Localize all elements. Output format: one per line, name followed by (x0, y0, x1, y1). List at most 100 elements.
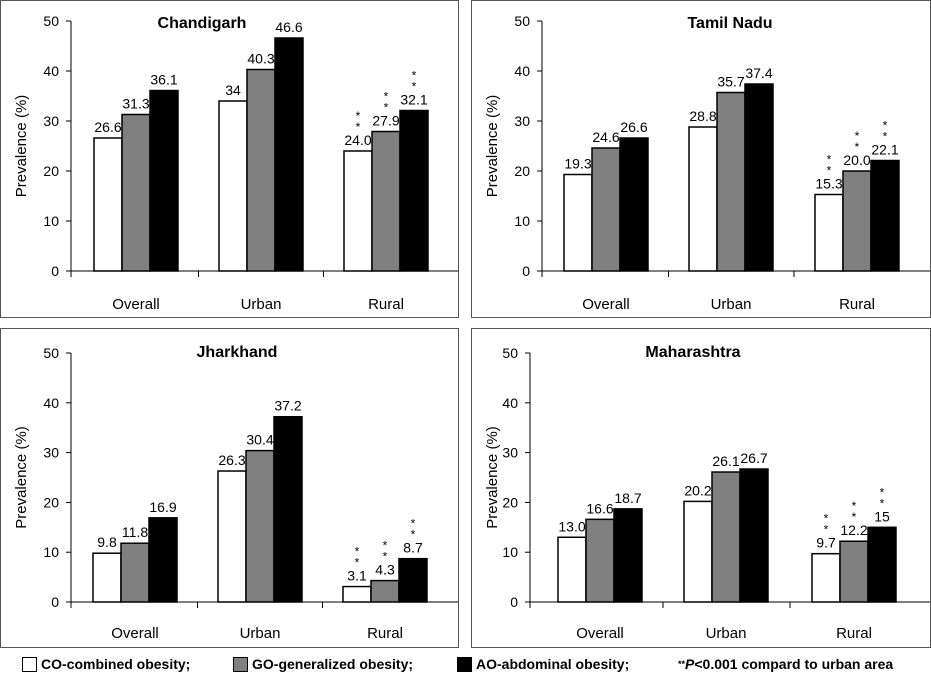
data-label-ao-rural: 32.1 (400, 92, 427, 108)
data-label-ao-urban: 46.6 (275, 19, 302, 35)
chart-title: Chandigarh (158, 15, 247, 32)
x-tick-label-urban: Urban (240, 625, 281, 642)
significance-marker: * (855, 140, 860, 154)
x-tick-label-overall: Overall (582, 296, 630, 313)
y-axis-label: Prevalence (%) (13, 95, 30, 198)
data-label-ao-rural: 8.7 (403, 540, 423, 556)
bar-go-overall (585, 518, 615, 603)
data-label-go-overall: 11.8 (122, 524, 148, 540)
data-label-co-urban: 20.2 (684, 482, 711, 498)
bar-co-rural (342, 585, 372, 603)
y-axis-label: Prevalence (%) (13, 426, 30, 529)
bar-ao-urban (744, 83, 774, 272)
bar-co-urban (688, 126, 718, 272)
data-label-go-urban: 26.1 (712, 453, 739, 469)
y-tick-label: 50 (43, 345, 59, 361)
bar-go-urban (246, 68, 276, 272)
data-label-co-overall: 13.0 (558, 518, 585, 534)
x-tick-label-overall: Overall (112, 296, 160, 313)
significance-marker: * (824, 512, 829, 526)
significance-marker: * (411, 517, 416, 531)
data-label-go-rural: 4.3 (375, 562, 395, 578)
bar-go-urban (711, 471, 741, 603)
data-label-go-urban: 30.4 (246, 432, 273, 448)
chart-panel-tamil-nadu: Tamil Nadu Prevalence (%) 0 10 20 30 40 50 Overa… (471, 0, 931, 318)
bar-co-overall (557, 536, 587, 603)
y-tick-label: 50 (502, 345, 518, 361)
x-tick-label-rural: Rural (368, 296, 404, 313)
data-label-ao-urban: 26.7 (740, 450, 767, 466)
data-label-go-urban: 40.3 (247, 51, 274, 67)
y-tick-label: 30 (502, 445, 518, 461)
chart-chandigarh: Chandigarh Prevalence (%) 0 10 20 30 40 50 Overa… (13, 13, 458, 313)
bar-ao-overall (148, 517, 178, 603)
bar-ao-urban (273, 415, 303, 603)
y-tick-label: 10 (514, 213, 530, 229)
bar-ao-urban (274, 37, 304, 272)
y-axis-label: Prevalence (%) (484, 95, 501, 198)
significance-marker: * (824, 523, 829, 537)
data-label-co-overall: 19.3 (564, 156, 591, 172)
significance-marker: * (852, 499, 857, 513)
data-label-go-rural: 12.2 (840, 522, 867, 538)
data-label-go-urban: 35.7 (717, 74, 744, 90)
data-label-go-rural: 27.9 (372, 113, 399, 129)
x-tick-label-overall: Overall (111, 625, 159, 642)
significance-marker: * (827, 164, 832, 178)
data-label-co-rural: 9.7 (816, 535, 836, 551)
significance-marker: * (356, 109, 361, 123)
significance-marker: * (855, 129, 860, 143)
y-tick-label: 10 (43, 213, 59, 229)
legend-label-go: GO-generalized obesity; (252, 656, 414, 672)
y-tick-label: 50 (43, 13, 59, 29)
bar-ao-rural (398, 557, 428, 603)
data-label-ao-urban: 37.2 (274, 398, 301, 414)
significance-marker: * (883, 130, 888, 144)
data-label-ao-overall: 36.1 (150, 72, 177, 88)
data-label-go-overall: 16.6 (586, 500, 613, 516)
bar-ao-urban (739, 468, 769, 603)
significance-marker: * (383, 539, 388, 553)
data-label-co-overall: 9.8 (97, 534, 117, 550)
significance-marker: * (852, 510, 857, 524)
bar-ao-rural (870, 159, 900, 272)
bar-co-urban (683, 500, 713, 603)
data-label-go-rural: 20.0 (843, 152, 870, 168)
significance-marker: * (411, 528, 416, 542)
y-tick-label: 30 (43, 445, 59, 461)
y-tick-label: 30 (43, 113, 59, 129)
bar-go-overall (120, 542, 150, 603)
legend-label-co: CO-combined obesity; (41, 656, 191, 672)
y-tick-label: 20 (514, 163, 530, 179)
bar-ao-overall (149, 89, 179, 272)
data-label-ao-overall: 16.9 (149, 499, 176, 515)
significance-marker: * (880, 485, 885, 499)
bar-co-overall (563, 173, 593, 272)
bar-go-rural (839, 540, 869, 603)
legend-item-go: GO-generalized obesity; (233, 656, 413, 672)
significance-marker: * (412, 80, 417, 94)
y-tick-label: 0 (522, 263, 530, 279)
significance-marker: * (384, 101, 389, 115)
data-label-co-urban: 34 (225, 82, 241, 98)
y-tick-label: 40 (43, 63, 59, 79)
data-label-co-urban: 26.3 (218, 452, 245, 468)
y-tick-label: 40 (514, 63, 530, 79)
legend-swatch-co (22, 656, 37, 672)
chart-title: Maharashtra (645, 344, 740, 361)
significance-marker: * (883, 119, 888, 133)
y-tick-label: 20 (502, 494, 518, 510)
data-label-ao-overall: 26.6 (620, 119, 647, 135)
note-stars: ** (678, 659, 686, 669)
data-label-ao-rural: 15 (874, 508, 890, 524)
bar-co-rural (814, 193, 844, 272)
chart-title: Jharkhand (197, 344, 278, 361)
data-label-co-overall: 26.6 (94, 119, 121, 135)
bar-co-rural (343, 150, 373, 272)
x-tick-label-rural: Rural (839, 296, 875, 313)
legend-swatch-ao (457, 656, 472, 672)
data-label-co-rural: 24.0 (344, 132, 371, 148)
data-label-co-rural: 15.3 (815, 176, 842, 192)
note-text: <0.001 compard to urban area (694, 656, 894, 672)
significance-marker: * (355, 545, 360, 559)
